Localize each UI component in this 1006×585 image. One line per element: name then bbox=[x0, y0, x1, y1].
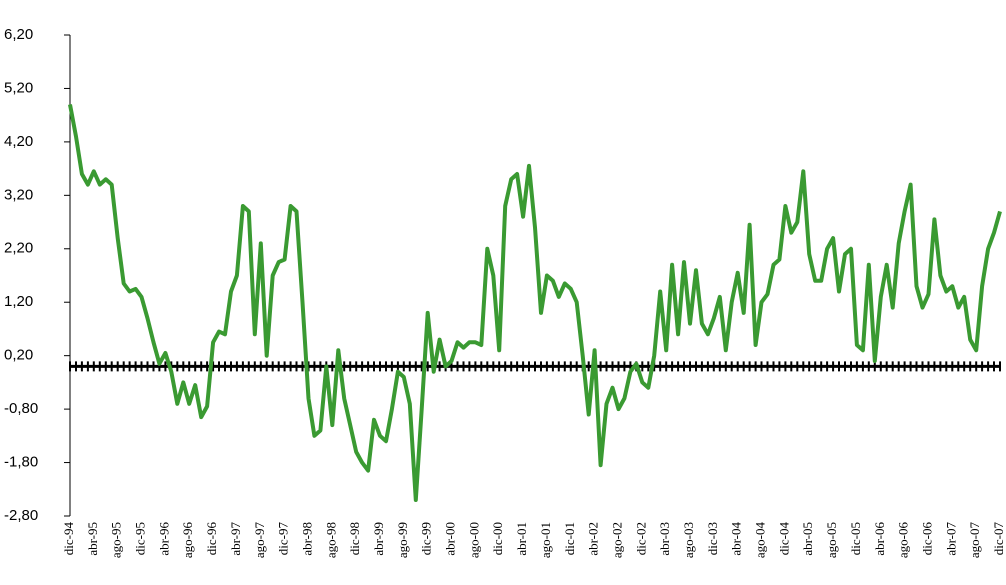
x-tick-label: dic-96 bbox=[204, 522, 219, 556]
y-tick-label: 0,20 bbox=[4, 347, 33, 364]
x-tick-label: dic-97 bbox=[276, 522, 291, 556]
x-tick-label: ago-07 bbox=[967, 522, 982, 559]
x-tick-label: abr-02 bbox=[586, 522, 601, 556]
x-tick-label: ago-01 bbox=[538, 522, 553, 558]
y-tick-label: 5,20 bbox=[4, 79, 33, 96]
y-tick-label: -2,80 bbox=[4, 507, 38, 524]
x-tick-label: dic-05 bbox=[848, 522, 863, 555]
y-tick-label: 6,20 bbox=[4, 26, 33, 43]
y-tick-label: 4,20 bbox=[4, 133, 33, 150]
x-tick-label: abr-01 bbox=[514, 522, 529, 556]
x-tick-label: ago-99 bbox=[395, 522, 410, 558]
x-tick-label: abr-06 bbox=[872, 522, 887, 556]
x-tick-label: ago-98 bbox=[323, 522, 338, 558]
x-tick-label: dic-94 bbox=[61, 522, 76, 556]
x-tick-label: abr-03 bbox=[657, 522, 672, 556]
x-tick-label: abr-04 bbox=[729, 522, 744, 556]
x-tick-label: ago-06 bbox=[896, 522, 911, 559]
x-tick-label: dic-00 bbox=[490, 522, 505, 555]
data-line bbox=[68, 104, 1002, 502]
x-tick-label: dic-99 bbox=[419, 522, 434, 555]
x-tick-label: ago-97 bbox=[252, 522, 267, 559]
x-tick-label: abr-00 bbox=[443, 522, 458, 556]
x-tick-label: dic-02 bbox=[633, 522, 648, 555]
x-tick-label: abr-96 bbox=[156, 522, 171, 556]
y-tick-label: -1,80 bbox=[4, 454, 38, 471]
y-tick-label: 1,20 bbox=[4, 293, 33, 310]
x-tick-label: ago-04 bbox=[753, 522, 768, 559]
x-tick-label: dic-06 bbox=[919, 522, 934, 556]
x-tick-label: ago-05 bbox=[824, 522, 839, 558]
x-tick-label: dic-98 bbox=[347, 522, 362, 555]
x-tick-label: abr-98 bbox=[299, 522, 314, 556]
x-tick-label: ago-96 bbox=[180, 522, 195, 559]
x-tick-label: ago-02 bbox=[609, 522, 624, 558]
x-tick-label: abr-97 bbox=[228, 522, 243, 556]
x-tick-label: abr-07 bbox=[943, 522, 958, 556]
x-tick-label: dic-01 bbox=[562, 522, 577, 555]
y-tick-label: 3,20 bbox=[4, 186, 33, 203]
x-tick-label: abr-99 bbox=[371, 522, 386, 556]
y-tick-label: 2,20 bbox=[4, 240, 33, 257]
x-tick-label: ago-00 bbox=[466, 522, 481, 558]
x-tick-label: ago-03 bbox=[681, 522, 696, 558]
x-tick-label: dic-03 bbox=[705, 522, 720, 555]
x-tick-label: dic-95 bbox=[133, 522, 148, 555]
x-tick-label: dic-04 bbox=[776, 522, 791, 556]
y-tick-label: -0,80 bbox=[4, 400, 38, 417]
x-tick-label: ago-95 bbox=[109, 522, 124, 558]
x-tick-label: dic-07 bbox=[991, 522, 1006, 556]
x-tick-label: abr-95 bbox=[85, 522, 100, 556]
x-tick-label: abr-05 bbox=[800, 522, 815, 556]
